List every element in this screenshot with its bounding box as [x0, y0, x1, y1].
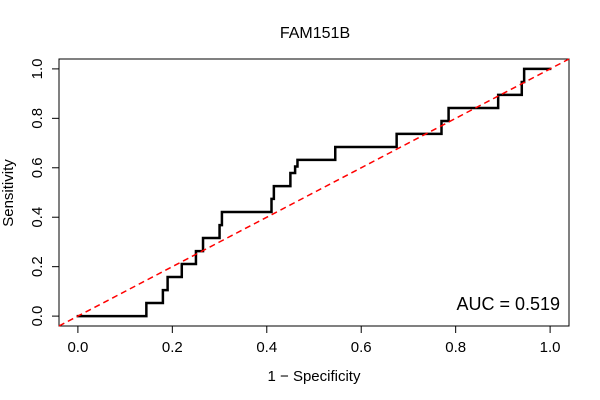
roc-curve-line: [76, 67, 552, 318]
x-tick-label: 1.0: [540, 339, 561, 356]
y-axis: 0.0 0.2 0.4 0.6 0.8 1.0: [29, 58, 60, 327]
x-axis: 0.0 0.2 0.4 0.6 0.8 1.0: [67, 325, 561, 356]
y-tick-label: 0.0: [29, 306, 46, 327]
series-layer: [58, 58, 570, 327]
x-tick-label: 0.0: [67, 339, 88, 356]
reference-diagonal-line: [58, 58, 570, 327]
y-tick-label: 0.6: [29, 157, 46, 178]
y-tick-label: 0.8: [29, 108, 46, 129]
y-tick-label: 0.2: [29, 256, 46, 277]
x-tick-label: 0.2: [162, 339, 183, 356]
x-tick-label: 0.6: [351, 339, 372, 356]
y-axis-label: Sensitivity: [0, 159, 17, 227]
y-tick-label: 1.0: [29, 58, 46, 79]
x-tick-label: 0.8: [445, 339, 466, 356]
chart-title: FAM151B: [280, 25, 350, 42]
y-tick-label: 0.4: [29, 207, 46, 228]
x-axis-label: 1 − Specificity: [268, 368, 361, 385]
x-tick-label: 0.4: [256, 339, 277, 356]
auc-annotation: AUC = 0.519: [456, 294, 560, 314]
